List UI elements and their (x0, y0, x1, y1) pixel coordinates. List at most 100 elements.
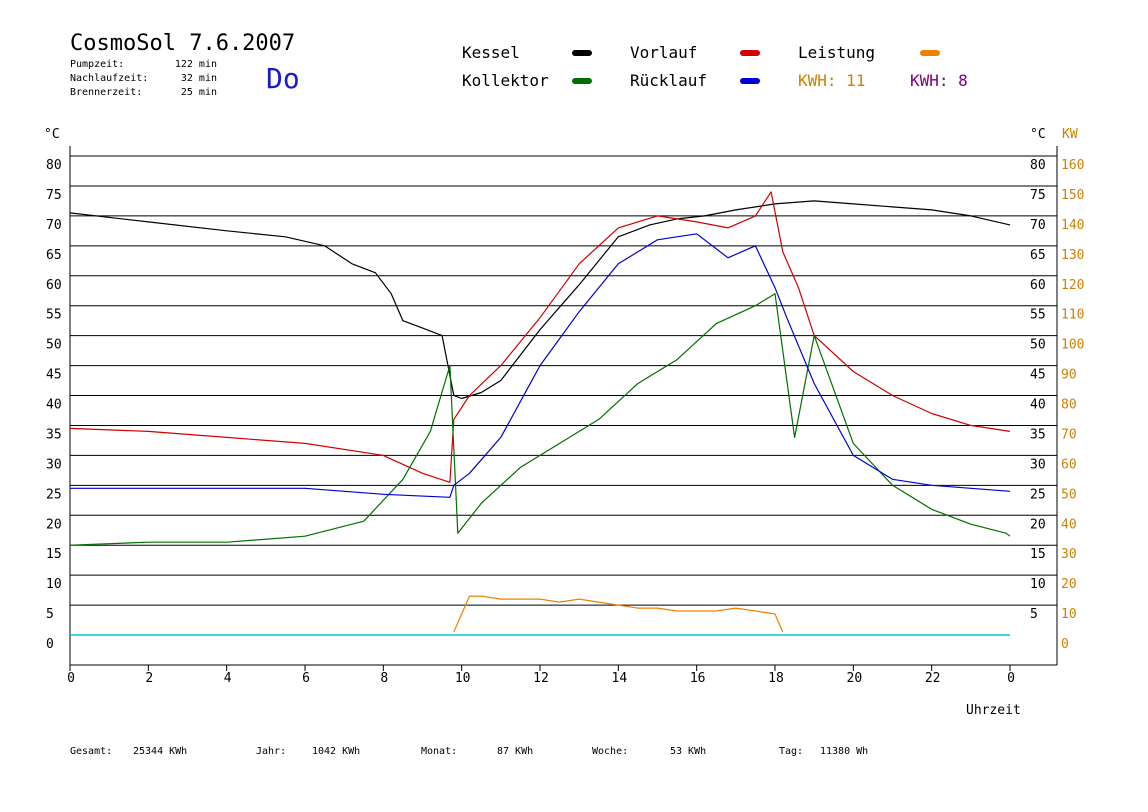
series-line-kessel (69, 200, 1011, 400)
y-tick-right: 55 (1030, 308, 1046, 323)
y-tick-right: 65 (1030, 248, 1046, 263)
y-tick-power: 90 (1061, 368, 1077, 383)
stat-value-pump: 122 min (175, 59, 217, 70)
x-tick-label: 2 (145, 671, 153, 686)
y-tick-left: 20 (46, 517, 62, 532)
y-tick-power: 70 (1061, 427, 1077, 442)
y-tick-left: 70 (46, 218, 62, 233)
y-tick-power: 60 (1061, 457, 1077, 472)
y-tick-right: 70 (1030, 218, 1046, 233)
legend-swatch-ruecklauf (740, 78, 760, 84)
y-tick-right: 20 (1030, 517, 1046, 532)
y-tick-power: 80 (1061, 398, 1077, 413)
y-tick-left: 55 (46, 308, 62, 323)
y-tick-power: 100 (1061, 338, 1084, 353)
y-tick-right: 25 (1030, 487, 1046, 502)
y-tick-left: 50 (46, 338, 62, 353)
footer-value-monat: 87 KWh (497, 746, 533, 757)
y-tick-left: 65 (46, 248, 62, 263)
x-axis-label: Uhrzeit (966, 703, 1021, 718)
y-tick-right: 40 (1030, 398, 1046, 413)
x-tick-label: 18 (768, 671, 784, 686)
y-tick-left: 5 (46, 607, 54, 622)
y-tick-left: 35 (46, 427, 62, 442)
y-tick-power: 40 (1061, 517, 1077, 532)
x-tick-label: 22 (925, 671, 941, 686)
y-tick-power: 0 (1061, 637, 1069, 652)
y-tick-left: 25 (46, 487, 62, 502)
y-tick-power: 140 (1061, 218, 1084, 233)
y-tick-power: 50 (1061, 487, 1077, 502)
y-tick-right: 10 (1030, 577, 1046, 592)
legend-label-leistung: Leistung (798, 43, 875, 62)
x-tick-label: 8 (380, 671, 388, 686)
y-tick-left: 10 (46, 577, 62, 592)
legend-swatch-kessel (572, 50, 592, 56)
chart-title: CosmoSol 7.6.2007 (70, 31, 295, 56)
y-tick-power: 20 (1061, 577, 1077, 592)
y-tick-right: 35 (1030, 427, 1046, 442)
y-tick-left: 0 (46, 637, 54, 652)
y-tick-left: 75 (46, 188, 62, 203)
y-tick-left: 45 (46, 368, 62, 383)
x-tick-label: 14 (612, 671, 628, 686)
y-tick-right: 30 (1030, 457, 1046, 472)
x-tick-label: 10 (455, 671, 471, 686)
y-tick-left: 60 (46, 278, 62, 293)
y-tick-right: 80 (1030, 158, 1046, 173)
x-tick-label: 0 (1007, 671, 1015, 686)
y-axis-unit-left: °C (44, 127, 60, 142)
y-tick-left: 30 (46, 457, 62, 472)
kwh-total-orange: KWH: 11 (798, 71, 865, 90)
footer-value-jahr: 1042 KWh (312, 746, 360, 757)
x-tick-label: 4 (224, 671, 232, 686)
stat-label-pump: Pumpzeit: (70, 59, 124, 70)
stat-value-brenner: 25 min (181, 87, 217, 98)
footer-value-woche: 53 KWh (670, 746, 706, 757)
footer-label-jahr: Jahr: (256, 746, 286, 757)
y-tick-power: 150 (1061, 188, 1084, 203)
series-line-vorlauf (69, 191, 1011, 483)
legend-label-kessel: Kessel (462, 43, 520, 62)
y-tick-right: 15 (1030, 547, 1046, 562)
x-tick-label: 6 (302, 671, 310, 686)
footer-label-woche: Woche: (592, 746, 628, 757)
y-tick-power: 130 (1061, 248, 1084, 263)
series-line-rcklauf (70, 233, 1011, 498)
legend-swatch-leistung (920, 50, 940, 56)
y-tick-right: 45 (1030, 368, 1046, 383)
footer-label-monat: Monat: (421, 746, 457, 757)
x-tick-label: 12 (533, 671, 549, 686)
footer-value-gesamt: 25344 KWh (133, 746, 187, 757)
kwh-total-purple: KWH: 8 (910, 71, 968, 90)
footer-label-tag: Tag: (779, 746, 803, 757)
x-tick-label: 20 (847, 671, 863, 686)
y-tick-power: 30 (1061, 547, 1077, 562)
y-tick-right: 5 (1030, 607, 1038, 622)
x-tick-label: 16 (690, 671, 706, 686)
y-tick-power: 10 (1061, 607, 1077, 622)
weekday-label: Do (266, 62, 300, 95)
y-tick-right: 60 (1030, 278, 1046, 293)
footer-label-gesamt: Gesamt: (70, 746, 112, 757)
legend-label-ruecklauf: Rücklauf (630, 71, 707, 90)
x-tick-label: 0 (67, 671, 75, 686)
footer-stats: Gesamt: 25344 KWh Jahr: 1042 KWh Monat: … (70, 746, 868, 757)
legend-swatch-vorlauf (740, 50, 760, 56)
y-tick-left: 40 (46, 398, 62, 413)
stat-label-brenner: Brennerzeit: (70, 87, 142, 98)
y-axis-unit-right: °C (1030, 127, 1046, 142)
series-line-kollektor (69, 293, 1011, 546)
stat-value-nachlauf: 32 min (181, 73, 217, 84)
legend-swatch-kollektor (572, 78, 592, 84)
y-tick-power: 160 (1061, 158, 1084, 173)
legend-label-kollektor: Kollektor (462, 71, 549, 90)
stat-label-nachlauf: Nachlaufzeit: (70, 73, 148, 84)
y-tick-right: 50 (1030, 338, 1046, 353)
legend-label-vorlauf: Vorlauf (630, 43, 697, 62)
y-axis-unit-power: KW (1062, 127, 1078, 142)
y-tick-power: 110 (1061, 308, 1084, 323)
series-line-leistung (453, 595, 784, 633)
